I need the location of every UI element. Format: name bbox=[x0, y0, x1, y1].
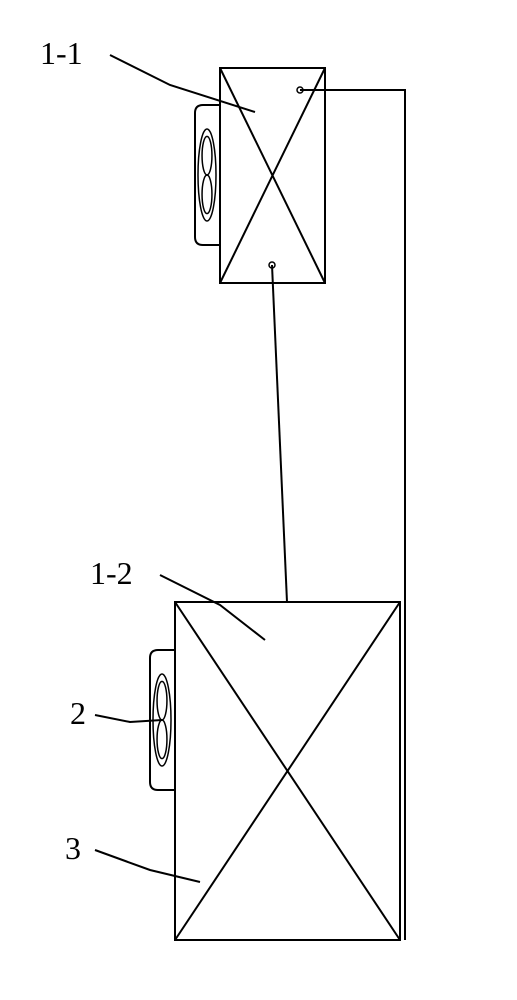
label-2: 2 bbox=[70, 695, 86, 732]
label-1-2: 1-2 bbox=[90, 555, 133, 592]
label-3: 3 bbox=[65, 830, 81, 867]
label-1-1: 1-1 bbox=[40, 35, 83, 72]
